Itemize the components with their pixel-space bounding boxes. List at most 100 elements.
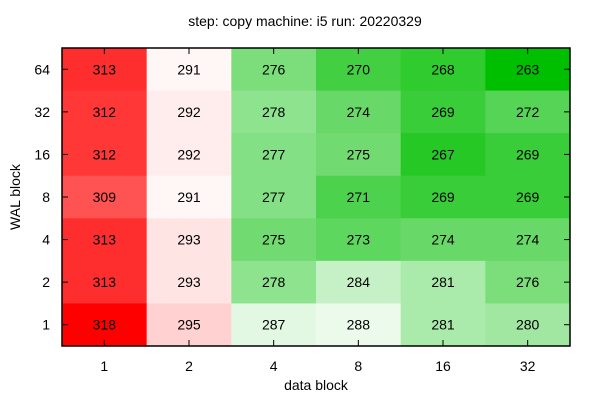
cell-value-label: 275 [347,146,371,162]
cell-value-label: 269 [431,104,455,120]
cell-value-label: 269 [431,189,455,205]
cell-value-label: 263 [516,61,540,77]
heatmap-cell [231,175,317,219]
heatmap-cell [316,218,402,262]
heatmap-cell [62,48,148,92]
heatmap-cell [231,303,317,347]
cell-value-label: 292 [177,104,201,120]
x-tick-label: 8 [354,358,362,374]
heatmap-cell [231,260,317,304]
heatmap-cell [316,133,402,177]
heatmap-cell [62,260,148,304]
heatmap-cell [146,175,232,219]
cell-value-label: 278 [262,104,286,120]
x-tick-label: 1 [100,358,108,374]
cell-value-label: 276 [262,61,286,77]
heatmap-cell [231,133,317,177]
heatmap-cell [146,303,232,347]
heatmap-cell [146,133,232,177]
cell-value-label: 287 [262,317,286,333]
y-axis-label: WAL block [7,163,23,230]
heatmap-cell [316,90,402,134]
heatmap-cell [146,218,232,262]
y-tick-label: 1 [42,317,50,333]
cell-value-label: 281 [431,274,455,290]
cell-value-label: 318 [93,317,117,333]
cell-value-label: 288 [347,317,371,333]
heatmap-cell [316,260,402,304]
x-tick-label: 32 [520,358,536,374]
cell-value-label: 274 [431,232,455,248]
heatmap-cell [485,48,571,92]
heatmap-cell [400,260,486,304]
x-axis-ticks: 1 2 4 8 16 32 [100,48,536,374]
heatmap-cell [62,218,148,262]
cell-value-label: 280 [516,317,540,333]
heatmap-cell [146,90,232,134]
heatmap-cell [485,303,571,347]
heatmap-cells: 313 291 276 270 268 263 312 292 278 274 269 272 312 2… [62,48,571,347]
cell-value-label: 277 [262,146,286,162]
heatmap-cell [400,90,486,134]
cell-value-label: 312 [93,146,117,162]
x-tick-label: 16 [435,358,451,374]
heatmap-cell [316,175,402,219]
heatmap-cell [400,175,486,219]
heatmap-cell [400,303,486,347]
heatmap-cell [316,303,402,347]
cell-value-label: 274 [347,104,371,120]
cell-value-label: 268 [431,61,455,77]
cell-value-label: 276 [516,274,540,290]
heatmap-cell [485,218,571,262]
cell-value-label: 291 [177,189,201,205]
y-axis-ticks: 64 32 16 8 4 2 1 [34,61,570,333]
cell-value-label: 293 [177,274,201,290]
heatmap-cell [62,90,148,134]
cell-value-label: 272 [516,104,540,120]
y-tick-label: 16 [34,146,50,162]
y-tick-label: 32 [34,104,50,120]
y-tick-label: 2 [42,274,50,290]
cell-value-label: 313 [93,274,117,290]
x-tick-label: 2 [185,358,193,374]
heatmap-cell [400,133,486,177]
heatmap-cell [62,303,148,347]
heatmap-cell [485,133,571,177]
cell-value-label: 313 [93,61,117,77]
cell-value-label: 277 [262,189,286,205]
cell-value-label: 270 [347,61,371,77]
heatmap-cell [485,90,571,134]
cell-value-label: 284 [347,274,371,290]
x-tick-label: 4 [270,358,278,374]
cell-value-label: 271 [347,189,371,205]
cell-value-label: 281 [431,317,455,333]
cell-value-label: 291 [177,61,201,77]
heatmap-cell [62,175,148,219]
chart-title: step: copy machine: i5 run: 20220329 [188,13,422,29]
heatmap-cell [62,133,148,177]
cell-value-label: 275 [262,232,286,248]
heatmap-cell [146,260,232,304]
heatmap-cell [231,48,317,92]
heatmap-cell [485,175,571,219]
cell-value-label: 312 [93,104,117,120]
heatmap-cell [146,48,232,92]
x-axis-label: data block [284,377,349,393]
y-tick-label: 4 [42,232,50,248]
cell-value-label: 278 [262,274,286,290]
cell-value-label: 273 [347,232,371,248]
heatmap-cell [231,90,317,134]
heatmap-cell [485,260,571,304]
heatmap-cell [400,48,486,92]
cell-value-label: 309 [93,189,117,205]
heatmap-cell [400,218,486,262]
cell-value-label: 293 [177,232,201,248]
cell-value-label: 274 [516,232,540,248]
cell-value-label: 269 [516,189,540,205]
cell-value-label: 269 [516,146,540,162]
cell-value-label: 313 [93,232,117,248]
y-tick-label: 8 [42,189,50,205]
cell-value-label: 295 [177,317,201,333]
